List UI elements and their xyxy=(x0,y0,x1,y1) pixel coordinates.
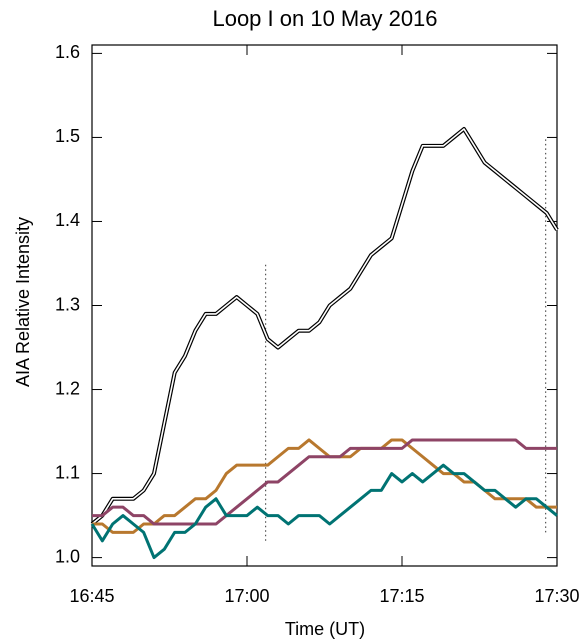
y-tick-label: 1.0 xyxy=(55,546,80,566)
y-tick-label: 1.5 xyxy=(55,126,80,146)
y-tick-label: 1.2 xyxy=(55,378,80,398)
y-tick-label: 1.4 xyxy=(55,210,80,230)
plot-frame xyxy=(91,44,558,567)
y-tick-label: 1.3 xyxy=(55,294,80,314)
y-tick-label: 1.6 xyxy=(55,42,80,62)
x-tick-label: 17:15 xyxy=(379,586,424,606)
series-line xyxy=(92,438,557,526)
x-tick-label: 16:45 xyxy=(69,586,114,606)
y-axis-label: AIA Relative Intensity xyxy=(13,217,33,387)
x-tick-label: 17:30 xyxy=(534,586,579,606)
x-tick-label: 17:00 xyxy=(224,586,269,606)
chart-title: Loop I on 10 May 2016 xyxy=(212,6,437,31)
series-line-inner xyxy=(91,128,558,525)
series-line xyxy=(90,127,559,526)
series-line xyxy=(90,463,558,560)
y-tick-label: 1.1 xyxy=(55,462,80,482)
x-axis-label: Time (UT) xyxy=(285,619,365,639)
